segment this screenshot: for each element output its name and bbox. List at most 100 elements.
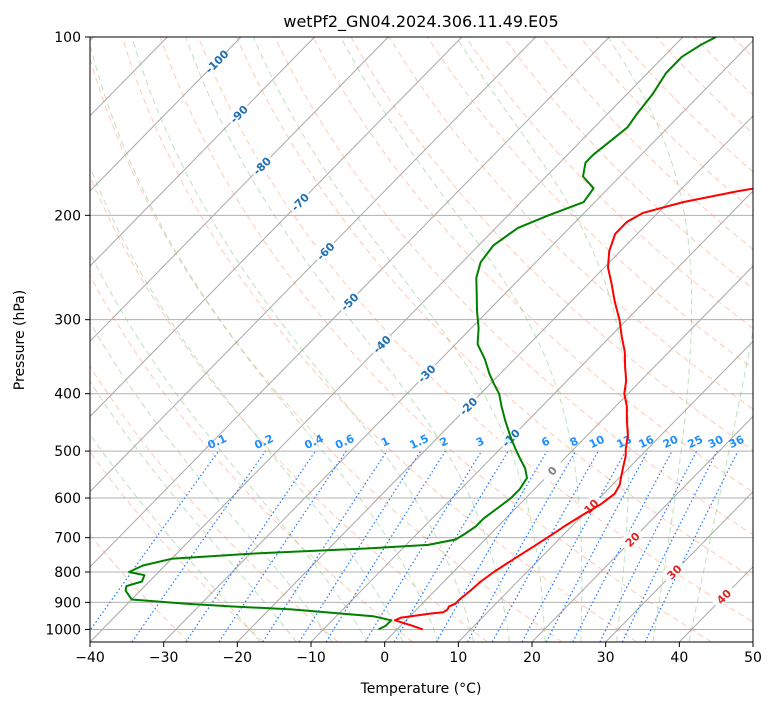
isotherm-line	[90, 37, 610, 568]
y-tick-label: 700	[54, 531, 81, 547]
isotherm-label-bg	[311, 237, 338, 264]
moist-adiabat-line	[90, 42, 439, 642]
moist-adiabat-line	[185, 37, 510, 642]
y-tick-label: 800	[54, 565, 81, 581]
x-tick-label: 50	[744, 650, 762, 666]
chart-title: wetPf2_GN04.2024.306.11.49.E05	[283, 12, 558, 32]
mixing-ratio-line	[621, 450, 718, 642]
y-tick-label: 400	[54, 387, 81, 403]
mixing-ratio-line	[298, 450, 422, 642]
temperature-profile-line	[393, 187, 753, 631]
mixing-ratio-label: 13	[615, 433, 634, 451]
isotherm-line	[605, 490, 753, 642]
dry-adiabat-line	[90, 274, 414, 642]
x-tick-label: −40	[75, 650, 105, 666]
isotherm-label-bg	[247, 151, 275, 178]
dry-adiabat-line	[90, 56, 563, 642]
mixing-ratio-line	[262, 450, 388, 642]
moist-adiabat-line	[90, 380, 297, 642]
mixing-ratio-line	[218, 450, 347, 642]
moist-adiabat-line	[688, 328, 753, 642]
moist-adiabat-line	[90, 251, 369, 642]
x-tick-label: 40	[670, 650, 688, 666]
isotherm-label-bg	[577, 492, 604, 519]
isotherm-line	[90, 37, 536, 493]
moist-adiabat-line	[90, 321, 333, 642]
mixing-ratio-line	[364, 450, 483, 642]
x-tick-label: 30	[597, 650, 615, 666]
dry-adiabat-line	[350, 37, 753, 451]
moist-adiabat-line	[131, 37, 475, 642]
moist-adiabat-line	[253, 37, 546, 642]
y-tick-label: 600	[54, 491, 81, 507]
y-tick-label: 1000	[45, 622, 81, 638]
moist-adiabat-line	[607, 37, 693, 642]
mixing-ratio-label: 30	[706, 433, 726, 451]
mixing-ratio-line	[131, 450, 266, 642]
x-axis-title: Temperature (°C)	[360, 681, 482, 697]
plot-area	[90, 37, 753, 642]
moist-adiabat-line	[90, 165, 404, 642]
dry-adiabat-line	[274, 37, 753, 536]
y-axis-title: Pressure (hPa)	[12, 290, 28, 390]
x-axis: −40 −30 −20 −10 0 10 20 30 40 50	[75, 642, 762, 666]
isotherm-line	[163, 39, 753, 642]
mixing-ratio-label: 10	[587, 433, 607, 451]
x-tick-label: −10	[296, 650, 326, 666]
moist-adiabat-line	[340, 37, 583, 642]
y-tick-label: 500	[54, 444, 81, 460]
isotherm-label-bg	[618, 525, 645, 552]
dry-adiabat-line	[90, 365, 339, 642]
y-tick-label: 300	[54, 313, 81, 329]
mixing-ratio-label: 16	[637, 433, 657, 451]
mixing-ratio-line	[599, 450, 698, 642]
isotherm-label-bg	[367, 330, 394, 357]
mixing-ratio-line	[466, 450, 577, 642]
x-tick-label: 0	[380, 650, 389, 666]
y-tick-label: 200	[54, 208, 81, 224]
isotherm-line	[90, 37, 463, 418]
x-tick-label: −30	[149, 650, 179, 666]
plot-frame	[89, 36, 754, 643]
dry-adiabat-line	[90, 175, 488, 642]
dry-adiabat-line	[312, 37, 753, 493]
isotherm-label-bg	[224, 100, 251, 127]
isotherm-label-bg	[285, 188, 313, 215]
x-tick-label: 20	[523, 650, 541, 666]
dry-adiabat-line	[771, 37, 775, 642]
isotherm-label-bg	[660, 557, 687, 585]
isotherm-line	[384, 265, 753, 642]
isotherm-label-bg	[538, 456, 565, 483]
mixing-ratio-line	[90, 450, 220, 632]
isotherm-line	[90, 37, 315, 267]
dry-adiabat-line	[121, 37, 638, 642]
isotherm-line	[90, 37, 242, 192]
mixing-ratio-line	[491, 450, 599, 642]
moist-adiabat-line	[455, 37, 630, 642]
dry-adiabat-line	[159, 37, 712, 642]
mixing-ratio-label: 25	[686, 433, 705, 451]
dry-adiabat-line	[426, 37, 753, 370]
mixing-ratio-line	[185, 450, 316, 642]
mixing-ratio-label: 20	[661, 433, 681, 451]
isotherm-label-bg	[709, 582, 736, 609]
isotherm-line	[236, 115, 753, 642]
isotherm-line	[90, 37, 389, 343]
x-tick-label: −20	[223, 650, 253, 666]
mixing-ratio-line	[545, 450, 649, 642]
y-axis: 100 200 300 400 500 600 700 800 900 1000	[45, 30, 90, 638]
isotherm-line	[752, 641, 753, 642]
isotherm-label-bg	[202, 47, 229, 74]
dry-adiabat-line	[388, 37, 753, 410]
y-tick-label: 900	[54, 595, 81, 611]
mixing-ratio-line	[521, 450, 627, 642]
isotherm-label-bg	[335, 287, 362, 314]
dewpoint-profile-line	[124, 37, 717, 631]
isotherm-line	[310, 190, 753, 642]
x-tick-label: 10	[449, 650, 467, 666]
isotherm-label-bg	[454, 392, 481, 419]
isotherm-line	[457, 340, 753, 642]
dry-adiabat-line	[236, 37, 753, 579]
dry-adiabat-line	[90, 451, 264, 642]
